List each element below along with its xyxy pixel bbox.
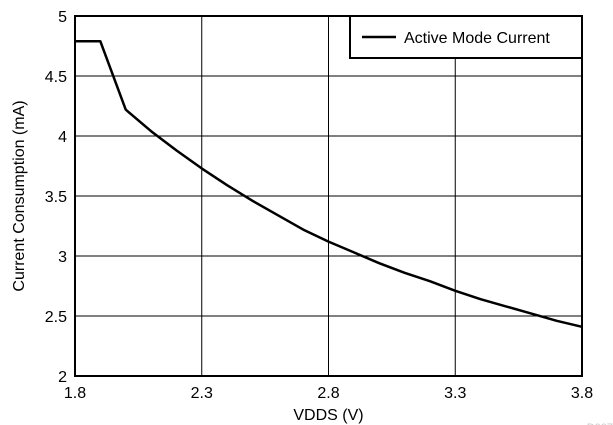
series-line-active-mode-current (75, 39, 583, 329)
x-tick-label: 2.3 (191, 385, 213, 402)
y-tick-label: 2 (58, 369, 67, 386)
x-tick-label: 3.8 (571, 385, 593, 402)
figure-id: D007 (587, 422, 613, 425)
x-axis-tick-labels: 1.8 2.3 2.8 3.3 3.8 (64, 385, 593, 402)
legend: Active Mode Current (349, 15, 583, 59)
x-tick-label: 1.8 (64, 385, 86, 402)
x-tick-label: 3.3 (444, 385, 466, 402)
series-lines (75, 39, 583, 329)
legend-label-active-mode-current: Active Mode Current (404, 30, 550, 47)
y-tick-label: 3.5 (45, 189, 67, 206)
y-axis-tick-labels: 2 2.5 3 3.5 4 4.5 5 (45, 9, 67, 386)
x-tick-label: 2.8 (317, 385, 339, 402)
y-tick-label: 4.5 (45, 69, 67, 86)
plot-frame (74, 15, 583, 377)
y-tick-label: 5 (58, 9, 67, 26)
y-axis-title: Current Consumption (mA) (11, 100, 28, 291)
x-axis-title: VDDS (V) (293, 407, 363, 424)
grid (74, 15, 583, 377)
y-tick-label: 2.5 (45, 309, 67, 326)
y-tick-label: 4 (58, 129, 67, 146)
y-tick-label: 3 (58, 249, 67, 266)
